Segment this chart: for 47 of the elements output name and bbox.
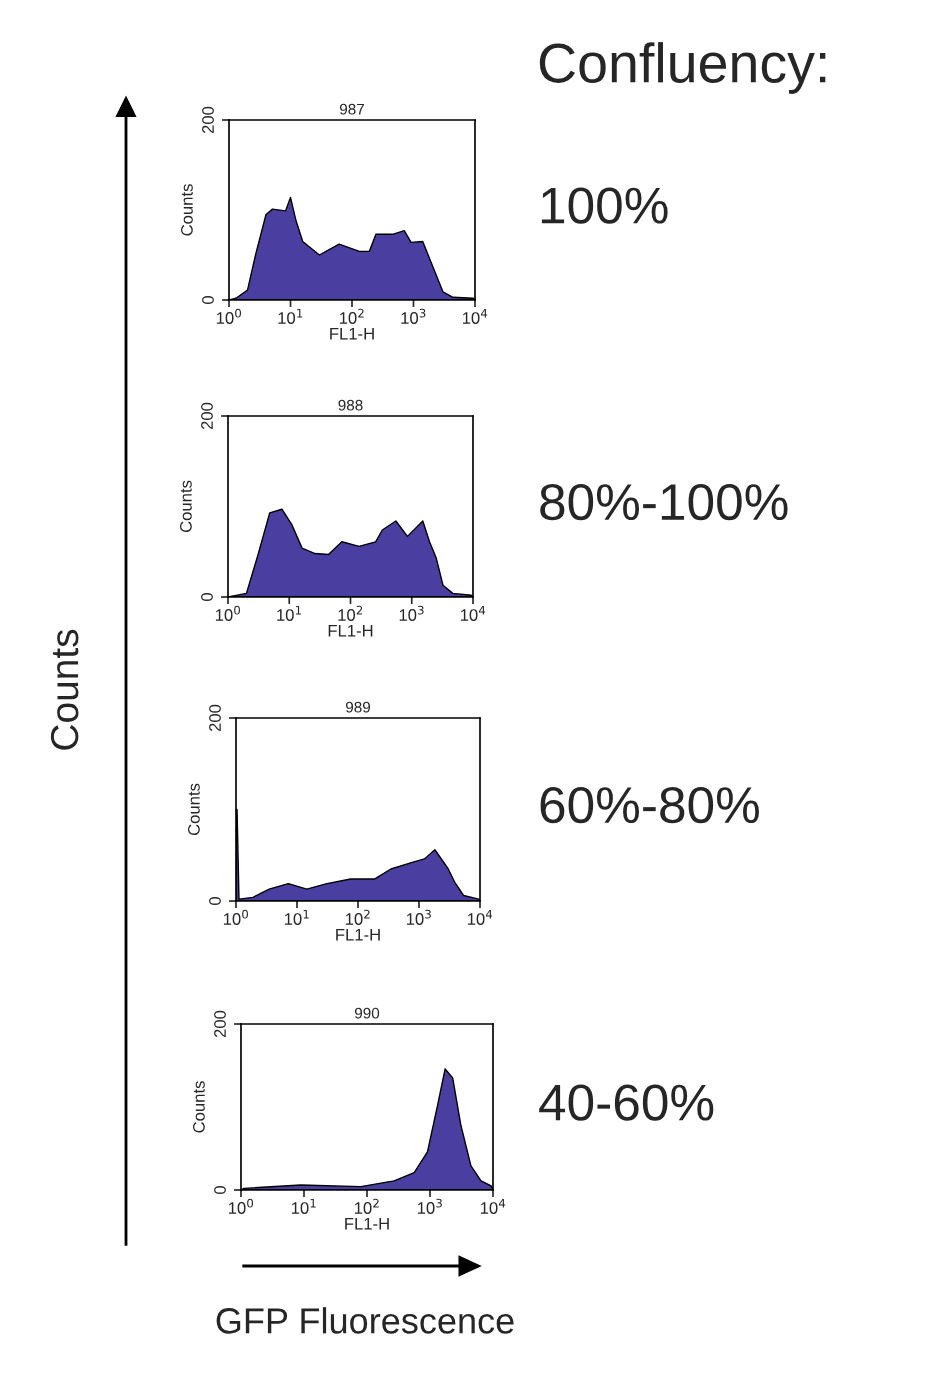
chart-title: 988: [338, 399, 363, 411]
chart-title: 987: [339, 103, 364, 115]
x-axis-title: FL1-H: [330, 327, 374, 340]
x-tick-label: 10$^{1}$: [277, 605, 301, 621]
x-tick-label: 10$^{3}$: [417, 1198, 442, 1214]
text: Counts: [50, 629, 79, 750]
x-tick-label: 10$^{0}$: [215, 605, 241, 621]
x-tick-label: 10$^{4}$: [467, 909, 493, 925]
text: GFP Fluorescence: [216, 1307, 514, 1334]
x-axis-title: FL1-H: [336, 928, 380, 941]
x-tick-label: 10$^{1}$: [278, 308, 303, 324]
x-tick-label: 10$^{3}$: [401, 308, 426, 324]
y-axis-title: Counts: [180, 480, 192, 533]
x-axis-title: FL1-H: [345, 1217, 389, 1230]
text: 60%-80%: [540, 786, 759, 824]
x-tick-label: 10$^{4}$: [480, 1198, 506, 1214]
y-tick-label: 200: [202, 106, 214, 134]
x-tick-label: 10$^{2}$: [345, 909, 370, 925]
y-tick-label: 0: [209, 897, 221, 905]
x-tick-label: 10$^{0}$: [228, 1198, 254, 1214]
x-tick-label: 10$^{1}$: [284, 909, 309, 925]
x-tick-label: 10$^{0}$: [223, 909, 249, 925]
y-tick-label: 200: [209, 704, 221, 732]
chart-title: 989: [345, 701, 371, 713]
x-tick-label: 10$^{2}$: [338, 605, 363, 621]
y-axis-title: Counts: [188, 783, 200, 836]
y-axis-title: Counts: [181, 184, 193, 236]
text: 40-60%: [539, 1084, 714, 1121]
y-tick-label: 200: [214, 1010, 226, 1038]
x-axis-title: FL1-H: [328, 624, 373, 637]
text: 100%: [541, 187, 668, 224]
y-tick-label: 200: [201, 402, 213, 430]
y-tick-label: 0: [202, 296, 214, 304]
text: Confluency:: [539, 42, 826, 94]
x-tick-label: 10$^{2}$: [354, 1198, 379, 1214]
x-tick-label: 10$^{4}$: [460, 605, 486, 621]
y-axis-title: Counts: [193, 1081, 205, 1133]
x-tick-label: 10$^{3}$: [406, 909, 431, 925]
y-tick-label: 0: [214, 1186, 226, 1194]
x-tick-label: 10$^{2}$: [339, 308, 364, 324]
x-tick-label: 10$^{4}$: [462, 308, 488, 324]
chart-title: 990: [354, 1007, 380, 1019]
x-tick-label: 10$^{0}$: [216, 308, 242, 324]
x-tick-label: 10$^{3}$: [399, 605, 424, 621]
y-tick-label: 0: [201, 593, 213, 601]
x-tick-label: 10$^{1}$: [291, 1198, 316, 1214]
text: 80%-100%: [540, 483, 788, 521]
